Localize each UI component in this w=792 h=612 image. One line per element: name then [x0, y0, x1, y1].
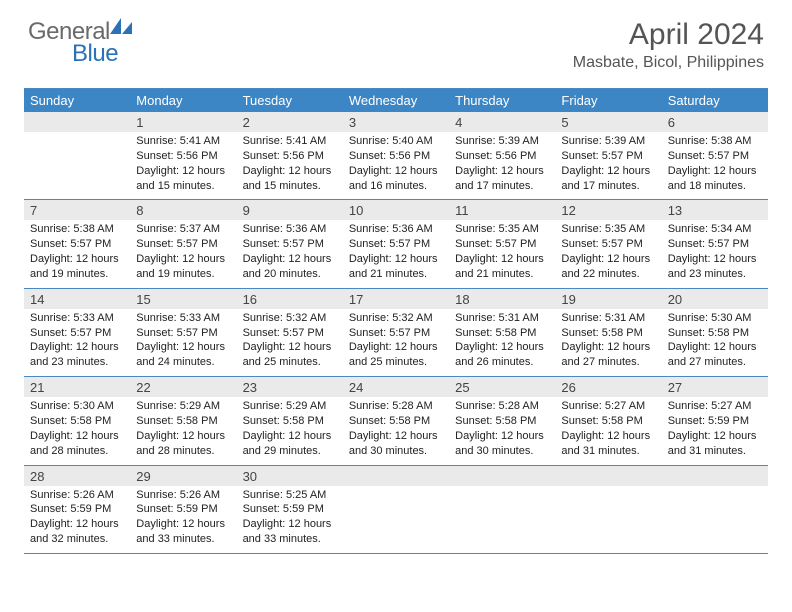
day-info: Sunrise: 5:34 AM Sunset: 5:57 PM Dayligh… — [662, 220, 768, 287]
day-info-row: Sunrise: 5:26 AM Sunset: 5:59 PM Dayligh… — [24, 486, 768, 554]
day-number: 2 — [237, 112, 343, 132]
day-info — [24, 132, 130, 199]
day-info — [449, 486, 555, 553]
day-number: 21 — [24, 377, 130, 397]
day-number: 17 — [343, 289, 449, 309]
day-info: Sunrise: 5:28 AM Sunset: 5:58 PM Dayligh… — [343, 397, 449, 464]
logo-text: GeneralBlue — [28, 18, 134, 74]
day-info: Sunrise: 5:39 AM Sunset: 5:56 PM Dayligh… — [449, 132, 555, 199]
day-info: Sunrise: 5:33 AM Sunset: 5:57 PM Dayligh… — [24, 309, 130, 376]
day-number: 6 — [662, 112, 768, 132]
day-header: Tuesday — [237, 89, 343, 112]
day-number: 8 — [130, 200, 236, 220]
day-number-row: 14151617181920 — [24, 289, 768, 309]
day-info: Sunrise: 5:36 AM Sunset: 5:57 PM Dayligh… — [343, 220, 449, 287]
day-number: 12 — [555, 200, 661, 220]
day-number: 4 — [449, 112, 555, 132]
day-number — [24, 112, 130, 132]
day-info: Sunrise: 5:25 AM Sunset: 5:59 PM Dayligh… — [237, 486, 343, 553]
logo: GeneralBlue — [28, 18, 134, 74]
day-number-row: 78910111213 — [24, 200, 768, 220]
day-number: 18 — [449, 289, 555, 309]
day-info: Sunrise: 5:37 AM Sunset: 5:57 PM Dayligh… — [130, 220, 236, 287]
month-title: April 2024 — [573, 18, 764, 52]
day-info: Sunrise: 5:26 AM Sunset: 5:59 PM Dayligh… — [130, 486, 236, 553]
day-number-row: 21222324252627 — [24, 377, 768, 397]
day-info: Sunrise: 5:35 AM Sunset: 5:57 PM Dayligh… — [555, 220, 661, 287]
day-number: 29 — [130, 466, 236, 486]
day-info: Sunrise: 5:30 AM Sunset: 5:58 PM Dayligh… — [662, 309, 768, 376]
day-info: Sunrise: 5:32 AM Sunset: 5:57 PM Dayligh… — [237, 309, 343, 376]
day-info-row: Sunrise: 5:38 AM Sunset: 5:57 PM Dayligh… — [24, 220, 768, 288]
day-info — [662, 486, 768, 553]
day-info: Sunrise: 5:26 AM Sunset: 5:59 PM Dayligh… — [24, 486, 130, 553]
day-number: 10 — [343, 200, 449, 220]
day-header: Sunday — [24, 89, 130, 112]
day-info-row: Sunrise: 5:30 AM Sunset: 5:58 PM Dayligh… — [24, 397, 768, 465]
day-number: 23 — [237, 377, 343, 397]
day-number: 20 — [662, 289, 768, 309]
day-number — [449, 466, 555, 486]
day-number-row: 123456 — [24, 112, 768, 132]
day-info: Sunrise: 5:36 AM Sunset: 5:57 PM Dayligh… — [237, 220, 343, 287]
day-number: 13 — [662, 200, 768, 220]
day-number: 22 — [130, 377, 236, 397]
day-number — [343, 466, 449, 486]
day-info: Sunrise: 5:41 AM Sunset: 5:56 PM Dayligh… — [237, 132, 343, 199]
day-info: Sunrise: 5:27 AM Sunset: 5:59 PM Dayligh… — [662, 397, 768, 464]
day-number — [555, 466, 661, 486]
day-number: 1 — [130, 112, 236, 132]
day-number: 30 — [237, 466, 343, 486]
day-number: 25 — [449, 377, 555, 397]
day-info: Sunrise: 5:30 AM Sunset: 5:58 PM Dayligh… — [24, 397, 130, 464]
day-header: Wednesday — [343, 89, 449, 112]
day-info-row: Sunrise: 5:41 AM Sunset: 5:56 PM Dayligh… — [24, 132, 768, 200]
day-info: Sunrise: 5:39 AM Sunset: 5:57 PM Dayligh… — [555, 132, 661, 199]
day-number: 24 — [343, 377, 449, 397]
day-info: Sunrise: 5:29 AM Sunset: 5:58 PM Dayligh… — [237, 397, 343, 464]
day-number — [662, 466, 768, 486]
day-info: Sunrise: 5:28 AM Sunset: 5:58 PM Dayligh… — [449, 397, 555, 464]
day-info: Sunrise: 5:32 AM Sunset: 5:57 PM Dayligh… — [343, 309, 449, 376]
day-number: 14 — [24, 289, 130, 309]
day-info — [343, 486, 449, 553]
day-header-row: Sunday Monday Tuesday Wednesday Thursday… — [24, 89, 768, 112]
day-info: Sunrise: 5:41 AM Sunset: 5:56 PM Dayligh… — [130, 132, 236, 199]
day-number: 19 — [555, 289, 661, 309]
location-subtitle: Masbate, Bicol, Philippines — [573, 54, 764, 72]
day-number: 15 — [130, 289, 236, 309]
day-info: Sunrise: 5:38 AM Sunset: 5:57 PM Dayligh… — [662, 132, 768, 199]
day-info: Sunrise: 5:40 AM Sunset: 5:56 PM Dayligh… — [343, 132, 449, 199]
day-header: Thursday — [449, 89, 555, 112]
day-info: Sunrise: 5:31 AM Sunset: 5:58 PM Dayligh… — [555, 309, 661, 376]
day-header: Saturday — [662, 89, 768, 112]
day-number: 11 — [449, 200, 555, 220]
day-header: Monday — [130, 89, 236, 112]
day-number: 9 — [237, 200, 343, 220]
day-number: 5 — [555, 112, 661, 132]
day-info: Sunrise: 5:27 AM Sunset: 5:58 PM Dayligh… — [555, 397, 661, 464]
day-number: 3 — [343, 112, 449, 132]
day-number: 7 — [24, 200, 130, 220]
page-header: GeneralBlue April 2024 Masbate, Bicol, P… — [0, 0, 792, 80]
logo-blue: Blue — [72, 40, 118, 67]
day-info: Sunrise: 5:35 AM Sunset: 5:57 PM Dayligh… — [449, 220, 555, 287]
weeks-container: 123456Sunrise: 5:41 AM Sunset: 5:56 PM D… — [24, 112, 768, 554]
calendar: Sunday Monday Tuesday Wednesday Thursday… — [24, 88, 768, 554]
day-info: Sunrise: 5:29 AM Sunset: 5:58 PM Dayligh… — [130, 397, 236, 464]
day-info: Sunrise: 5:31 AM Sunset: 5:58 PM Dayligh… — [449, 309, 555, 376]
day-number: 27 — [662, 377, 768, 397]
logo-shape-icon — [110, 15, 134, 42]
day-info: Sunrise: 5:38 AM Sunset: 5:57 PM Dayligh… — [24, 220, 130, 287]
day-number-row: 282930 — [24, 466, 768, 486]
day-info — [555, 486, 661, 553]
day-number: 16 — [237, 289, 343, 309]
day-info: Sunrise: 5:33 AM Sunset: 5:57 PM Dayligh… — [130, 309, 236, 376]
day-number: 26 — [555, 377, 661, 397]
day-info-row: Sunrise: 5:33 AM Sunset: 5:57 PM Dayligh… — [24, 309, 768, 377]
day-header: Friday — [555, 89, 661, 112]
day-number: 28 — [24, 466, 130, 486]
title-block: April 2024 Masbate, Bicol, Philippines — [573, 18, 764, 72]
